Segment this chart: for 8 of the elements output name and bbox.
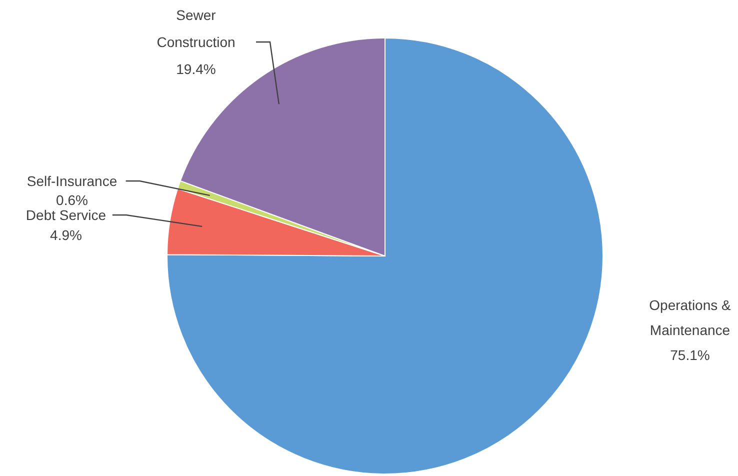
data-label: 75.1%: [670, 347, 710, 363]
data-label: 19.4%: [176, 61, 216, 77]
slice-label: Sewer Construction: [156, 7, 236, 50]
slice-label: Debt Service: [26, 207, 106, 223]
slice-label: Operations & Maintenance: [649, 297, 732, 338]
slice-label: Self-Insurance: [26, 173, 118, 189]
data-label: 4.9%: [50, 227, 82, 243]
data-label: 0.6%: [56, 192, 88, 208]
